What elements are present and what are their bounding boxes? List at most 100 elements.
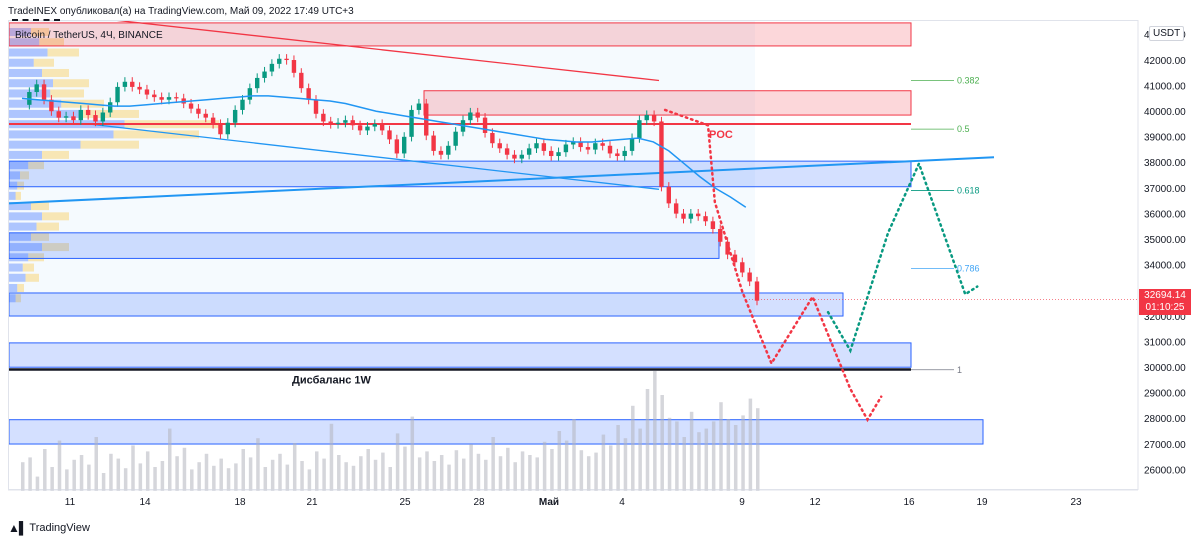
candle bbox=[409, 105, 414, 142]
volume-profile-bar-vol bbox=[47, 48, 79, 57]
candle-body bbox=[600, 143, 605, 146]
volume-bar bbox=[65, 469, 69, 491]
volume-bar bbox=[594, 452, 598, 491]
volume-bar bbox=[131, 445, 135, 491]
candle-body bbox=[122, 81, 128, 87]
candle bbox=[299, 68, 304, 93]
price-tick-label: 31000.00 bbox=[1144, 337, 1186, 348]
candle-body bbox=[203, 113, 208, 118]
volume-profile-bar-value bbox=[9, 130, 114, 139]
time-tick-label: 28 bbox=[473, 497, 485, 508]
volume-profile-bar-value bbox=[9, 212, 42, 221]
candle bbox=[431, 130, 436, 156]
chart-area[interactable]: POC Дисбаланс 1W 0.382 0.5 0.618 0.786 1 Bitcoi… bbox=[8, 13, 1139, 491]
candle bbox=[63, 111, 69, 123]
fib-label: 0.382 bbox=[957, 76, 980, 86]
moving-average-line bbox=[21, 95, 747, 208]
candle bbox=[482, 113, 488, 138]
candle-body bbox=[571, 141, 576, 145]
candle-body bbox=[747, 272, 752, 282]
candle bbox=[232, 105, 238, 128]
candle bbox=[71, 111, 76, 125]
volume-bar bbox=[579, 450, 584, 491]
volume-profile-bar-value bbox=[9, 284, 18, 293]
volume-profile-bar-value bbox=[9, 273, 26, 282]
candle-body bbox=[490, 132, 495, 144]
volume-bar bbox=[21, 462, 25, 491]
candle-body bbox=[740, 262, 745, 273]
candle-body bbox=[482, 117, 488, 133]
candle bbox=[335, 118, 341, 129]
candle-body bbox=[534, 143, 539, 149]
volume-bar bbox=[417, 457, 422, 491]
candle bbox=[387, 125, 392, 144]
candle bbox=[321, 109, 326, 127]
candle bbox=[615, 148, 620, 161]
volume-bar bbox=[366, 449, 370, 491]
candle bbox=[277, 54, 282, 69]
candle bbox=[365, 121, 370, 136]
candle-body bbox=[431, 135, 436, 151]
candle bbox=[747, 267, 752, 287]
volume-profile-bar-value bbox=[9, 294, 16, 303]
currency-button[interactable]: USDT bbox=[1149, 26, 1185, 41]
candle bbox=[284, 54, 289, 65]
candle-body bbox=[313, 99, 319, 114]
volume-bar bbox=[638, 428, 642, 491]
price-tick-label: 42000.00 bbox=[1144, 56, 1186, 67]
candle-body bbox=[218, 124, 223, 135]
volume-profile-bar-vol bbox=[31, 202, 49, 211]
candle-body bbox=[703, 216, 708, 222]
publisher-line: TradeINEX опубликовал(а) на TradingView.… bbox=[8, 6, 354, 17]
candle bbox=[696, 209, 701, 221]
volume-bar bbox=[256, 438, 260, 491]
candle-body bbox=[379, 124, 385, 131]
volume-bar bbox=[623, 438, 628, 491]
volume-bar bbox=[329, 423, 334, 491]
candle bbox=[556, 147, 561, 161]
candle-body bbox=[63, 116, 69, 118]
volume-bar bbox=[322, 458, 326, 491]
volume-profile-bar-value bbox=[9, 161, 29, 170]
candle bbox=[56, 106, 61, 123]
candle bbox=[130, 77, 135, 92]
candle-body bbox=[504, 148, 510, 155]
candle-body bbox=[438, 150, 444, 155]
volume-profile-bar-vol bbox=[36, 222, 59, 231]
volume-bar bbox=[454, 450, 459, 491]
candle bbox=[313, 95, 319, 119]
volume-bar bbox=[476, 453, 481, 491]
volume-profile-bar-vol bbox=[17, 284, 24, 293]
candle bbox=[49, 95, 54, 116]
candle bbox=[152, 89, 157, 102]
candle bbox=[666, 182, 671, 208]
candle bbox=[402, 132, 407, 159]
volume-bar bbox=[484, 459, 488, 491]
poc-label: POC bbox=[709, 129, 733, 141]
candle-body bbox=[130, 81, 135, 87]
volume-profile-bar-value bbox=[9, 48, 48, 57]
volume-profile-bar-value bbox=[9, 243, 42, 252]
candle bbox=[196, 104, 201, 119]
range-background bbox=[9, 21, 755, 317]
candle bbox=[497, 138, 502, 153]
tradingview-logo-text[interactable]: TradingView bbox=[29, 522, 90, 534]
volume-profile-bar-vol bbox=[33, 58, 54, 67]
candle-body bbox=[56, 111, 61, 118]
blue-trendline-up bbox=[8, 156, 995, 205]
candle-body bbox=[372, 124, 377, 127]
candle-body bbox=[563, 144, 569, 153]
footer: ▲▌ TradingView bbox=[8, 521, 90, 535]
volume-bar bbox=[300, 461, 304, 491]
volume-profile-bar-vol bbox=[25, 273, 39, 282]
candle-body bbox=[394, 139, 400, 154]
volume-bar bbox=[292, 443, 297, 491]
candle-body bbox=[387, 130, 392, 140]
candle bbox=[137, 82, 142, 95]
candle-body bbox=[497, 143, 502, 149]
candle bbox=[438, 146, 444, 160]
blue-zone-2 bbox=[8, 232, 720, 259]
price-chart[interactable]: POC Дисбаланс 1W 0.382 0.5 0.618 0.786 1 Bitcoi… bbox=[8, 13, 1139, 491]
volume-profile-bar-vol bbox=[15, 191, 21, 200]
candle bbox=[255, 73, 260, 93]
